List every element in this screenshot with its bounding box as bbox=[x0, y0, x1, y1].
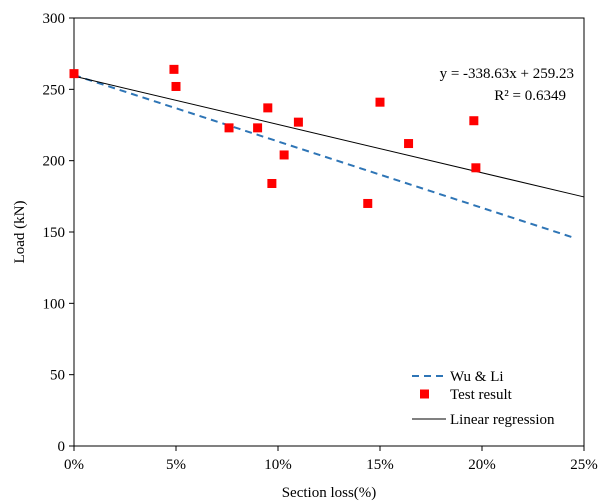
test-result-point bbox=[169, 64, 179, 74]
legend-label: Test result bbox=[450, 387, 513, 403]
legend-label: Linear regression bbox=[450, 412, 555, 428]
x-axis-title: Section loss(%) bbox=[282, 485, 377, 501]
y-axis-ticks: 0 50 100 150 200 250 300 bbox=[43, 11, 74, 455]
legend-label: Wu & Li bbox=[450, 369, 504, 385]
series-layer bbox=[69, 64, 585, 239]
y-tick-label: 200 bbox=[43, 154, 66, 170]
test-result-point bbox=[363, 198, 373, 208]
x-tick-label: 10% bbox=[264, 457, 292, 473]
wu-li-dashed-line bbox=[73, 74, 575, 239]
x-tick-label: 15% bbox=[366, 457, 394, 473]
x-tick-label: 20% bbox=[468, 457, 496, 473]
y-tick-label: 0 bbox=[58, 439, 66, 455]
x-tick-label: 25% bbox=[570, 457, 598, 473]
y-axis-title: Load (kN) bbox=[12, 201, 28, 264]
legend: Wu & Li Test result Linear regression bbox=[412, 369, 555, 428]
x-axis-ticks: 0% 5% 10% 15% 20% 25% bbox=[64, 446, 598, 473]
test-result-point bbox=[375, 97, 385, 107]
legend-swatch-marker bbox=[420, 389, 429, 399]
test-result-point bbox=[404, 139, 414, 149]
y-tick-label: 100 bbox=[43, 296, 66, 312]
test-result-point bbox=[293, 117, 303, 127]
linear-regression-line bbox=[73, 75, 585, 198]
x-tick-label: 0% bbox=[64, 457, 84, 473]
test-result-point bbox=[263, 103, 273, 113]
test-result-point bbox=[224, 123, 234, 133]
y-tick-label: 250 bbox=[43, 82, 66, 98]
test-result-point bbox=[471, 163, 481, 173]
test-result-point bbox=[253, 123, 263, 133]
test-result-point bbox=[69, 69, 79, 79]
regression-equation: y = -338.63x + 259.23 bbox=[440, 66, 574, 82]
test-result-point bbox=[267, 178, 277, 188]
test-result-point bbox=[469, 116, 479, 126]
x-tick-label: 5% bbox=[166, 457, 186, 473]
test-result-point bbox=[171, 81, 181, 91]
y-tick-label: 50 bbox=[50, 368, 65, 384]
y-tick-label: 150 bbox=[43, 225, 66, 241]
y-tick-label: 300 bbox=[43, 11, 66, 27]
r-squared-label: R² = 0.6349 bbox=[494, 88, 566, 104]
test-result-point bbox=[279, 150, 289, 160]
